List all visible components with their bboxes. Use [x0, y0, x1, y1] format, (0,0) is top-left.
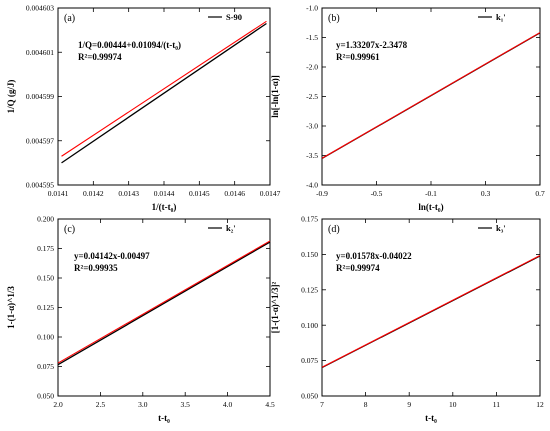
y-tick-label: 0.125: [37, 303, 54, 312]
y-tick-label: -3.0: [306, 122, 318, 131]
panel-label: (d): [328, 224, 340, 235]
x-tick-label: 0.0142: [83, 189, 104, 198]
x-tick-label: -0.5: [371, 189, 383, 198]
x-tick-label: 0.0146: [224, 189, 245, 198]
y-tick-label: 0.004601: [26, 48, 54, 57]
x-tick-label: -0.9: [316, 189, 328, 198]
y-tick-label: 0.200: [37, 215, 54, 224]
y-tick-label: 0.004599: [26, 92, 54, 101]
r-squared: R²=0.99974: [78, 52, 122, 62]
legend-label: k₂': [226, 223, 236, 233]
y-tick-label: 0.100: [301, 321, 318, 330]
y-tick-label: 0.075: [37, 362, 54, 371]
panel-c: 2.0 2.5 3.0 3.5 4.0 4.5 0.050 0.075 0.100 0.125 0.…: [6, 215, 275, 423]
fit-equation: y=0.01578x-0.04022: [336, 251, 412, 261]
data-series-line: [61, 22, 267, 164]
y-tick-label: 0.125: [301, 285, 318, 294]
panel-a: 0.0141 0.0142 0.0143 0.0144 0.0145 0.0146 0.01…: [6, 4, 281, 212]
panel-b: -0.9 -0.5 -0.1 0.3 0.7 -4.0 -3.5 -3.0 -2.5 -2.0 -1…: [270, 4, 545, 212]
x-axis-label: 1/(t-t₀): [152, 202, 177, 212]
y-tick-label: 0.150: [37, 274, 54, 283]
x-tick-label: 12: [536, 400, 544, 409]
legend-label: k₃': [496, 223, 506, 233]
fit-equation: y=0.04142x-0.00497: [74, 251, 150, 261]
fit-line: [57, 240, 271, 364]
y-axis-label: [1-(1-α)^1/3]²: [270, 281, 280, 333]
legend-label: S-90: [226, 12, 242, 22]
y-tick-label: 0.100: [37, 333, 54, 342]
x-tick-label: 9: [407, 400, 411, 409]
y-axis-label: 1-(1-α)^1/3: [6, 286, 16, 329]
plot-frame: [57, 7, 271, 186]
x-axis-label: ln(t-t₀): [418, 202, 443, 212]
plot-frame: [321, 7, 541, 186]
x-tick-label: 0.0143: [118, 189, 139, 198]
fit-equation: y=1.33207x-2.3478: [336, 40, 408, 50]
x-tick-label: 7: [320, 400, 324, 409]
x-tick-label: 0.7: [535, 189, 545, 198]
x-tick-label: 0.0145: [189, 189, 210, 198]
x-tick-label: -0.1: [425, 189, 437, 198]
y-tick-label: 0.175: [37, 244, 54, 253]
x-tick-label: 4.0: [223, 400, 233, 409]
r-squared: R²=0.99935: [74, 263, 118, 273]
fit-line: [61, 20, 267, 157]
legend-label: k₁': [496, 12, 506, 22]
x-axis-label: t-t₀: [158, 413, 170, 423]
fit-line: [321, 32, 541, 159]
x-tick-label: 4.5: [265, 400, 275, 409]
panel-label: (b): [328, 13, 340, 24]
panel-d: 7 8 9 10 11 12 0.050 0.075 0.100 0.125 0.150 0.175 t…: [270, 215, 544, 423]
x-tick-label: 0.0144: [154, 189, 175, 198]
r-squared: R²=0.99974: [336, 263, 380, 273]
x-tick-label: 0.3: [481, 189, 491, 198]
x-axis-label: t-t₀: [425, 413, 437, 423]
y-tick-label: -2.5: [306, 92, 318, 101]
y-tick-label: -1.5: [306, 33, 318, 42]
y-tick-label: 0.004595: [26, 181, 54, 190]
y-tick-label: -1.0: [306, 4, 318, 13]
y-tick-label: 0.175: [301, 215, 318, 224]
panel-label: (c): [64, 224, 75, 235]
y-tick-label: 0.050: [301, 392, 318, 401]
plot-frame: [57, 218, 271, 397]
panel-label: (a): [64, 13, 75, 24]
y-axis-label: ln[-ln(1-α)]: [270, 75, 280, 118]
x-tick-label: 11: [493, 400, 500, 409]
x-tick-label: 8: [364, 400, 368, 409]
x-tick-label: 2.0: [53, 400, 63, 409]
r-squared: R²=0.99961: [336, 52, 380, 62]
x-tick-label: 2.5: [96, 400, 106, 409]
y-tick-label: -3.5: [306, 151, 318, 160]
x-tick-label: 3.5: [181, 400, 191, 409]
y-axis-label: 1/Q (g/J): [6, 80, 16, 114]
fit-line: [321, 255, 541, 368]
x-tick-label: 3.0: [138, 400, 148, 409]
fit-equation: 1/Q=0.00444+0.01094/(t-t₀): [78, 40, 181, 50]
data-series-line: [57, 241, 271, 366]
plot-frame: [321, 218, 541, 397]
y-tick-label: 0.075: [301, 356, 318, 365]
y-tick-label: -4.0: [306, 181, 318, 190]
x-tick-label: 0.0147: [260, 189, 281, 198]
y-tick-label: 0.004597: [26, 136, 54, 145]
y-tick-label: 0.050: [37, 392, 54, 401]
y-tick-label: -2.0: [306, 63, 318, 72]
x-tick-label: 0.0141: [48, 189, 69, 198]
x-tick-label: 10: [449, 400, 457, 409]
y-tick-label: 0.004603: [26, 4, 54, 13]
y-tick-label: 0.150: [301, 250, 318, 259]
